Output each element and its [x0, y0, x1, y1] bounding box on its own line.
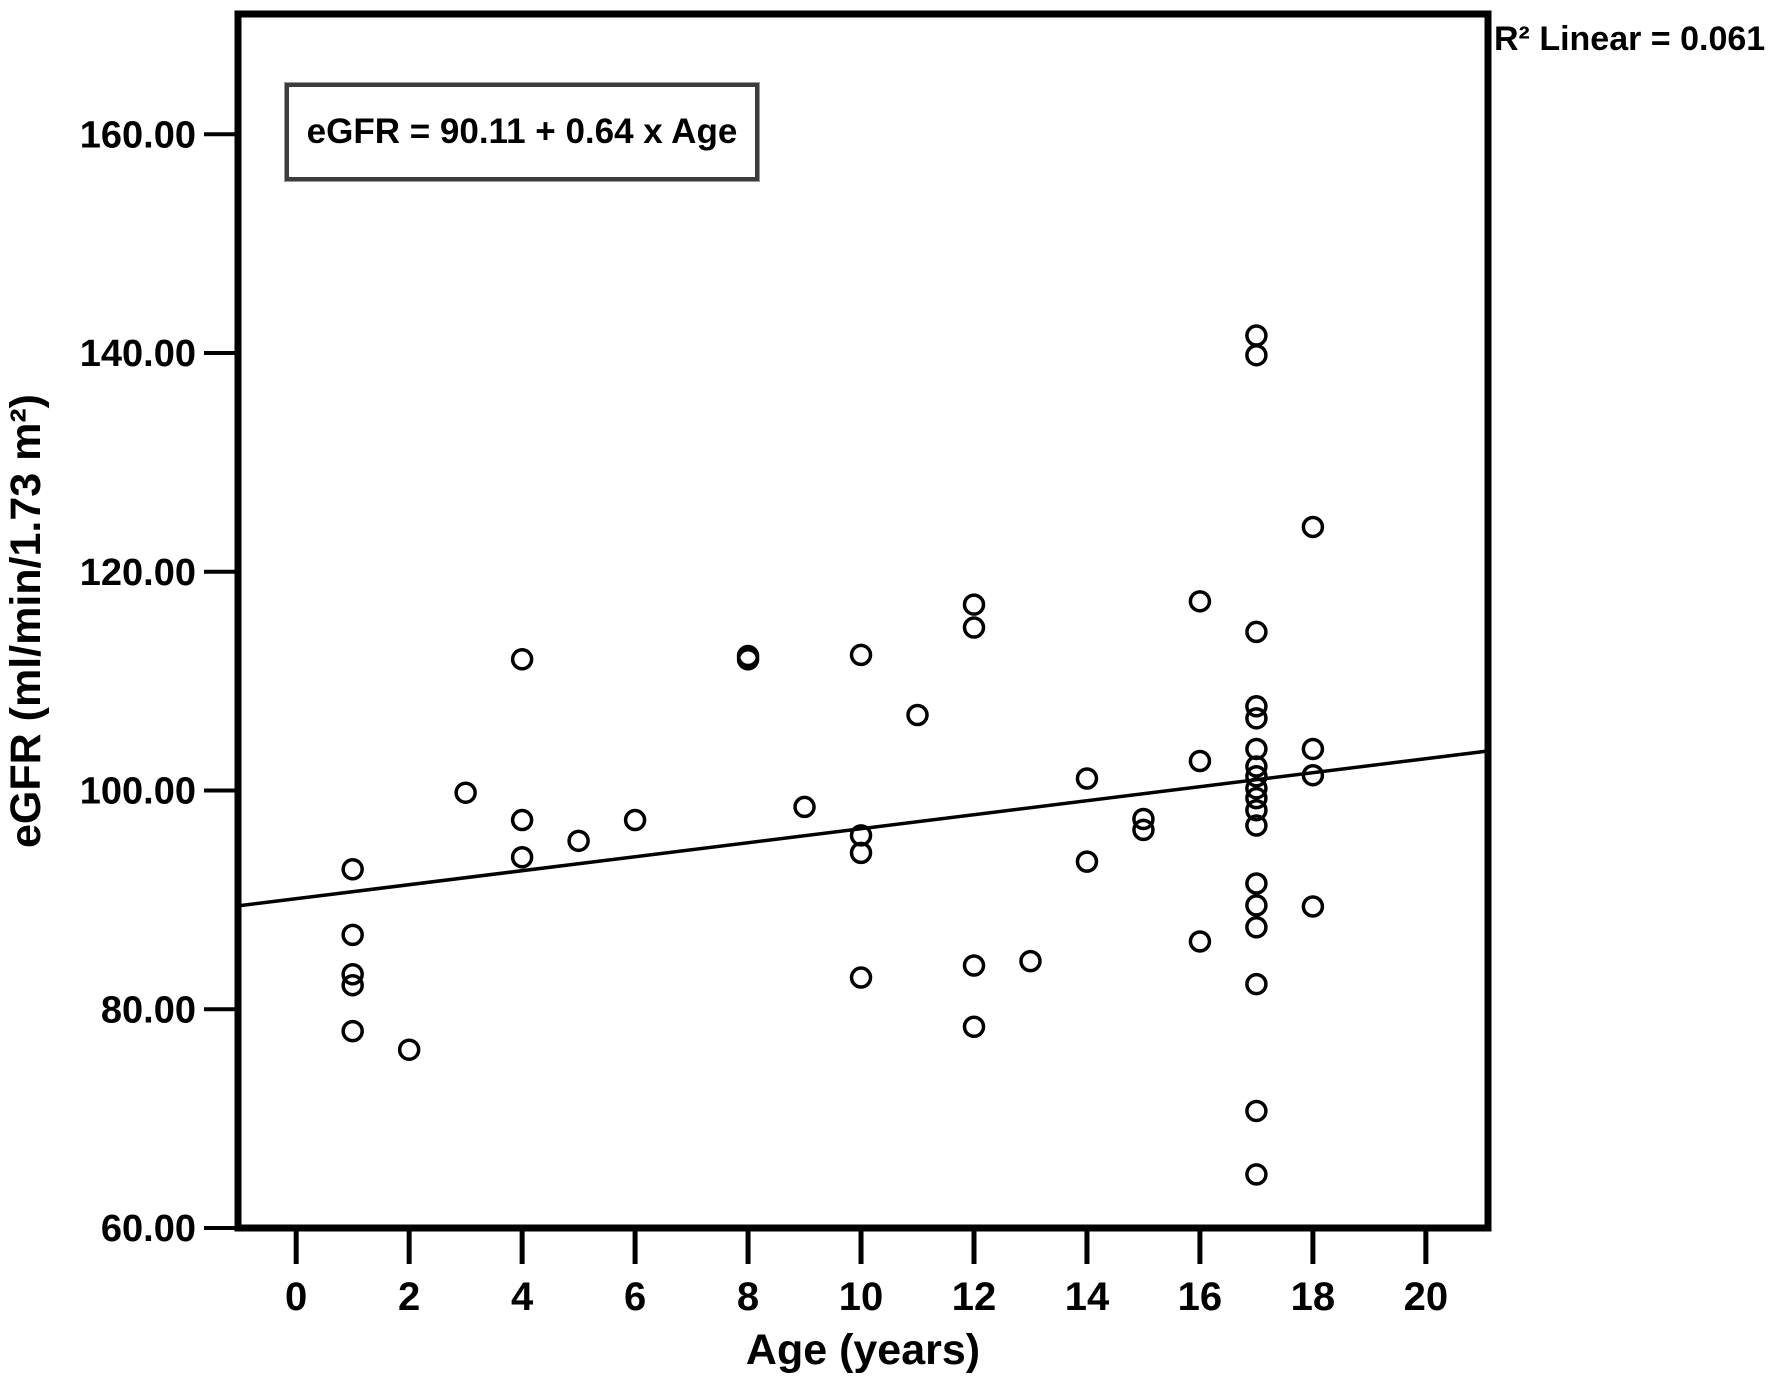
x-tick-label: 8 — [737, 1275, 759, 1319]
data-point — [906, 703, 929, 727]
data-point — [1301, 895, 1325, 918]
data-point — [1245, 894, 1268, 917]
y-tick-label: 120.00 — [80, 552, 196, 594]
data-point — [454, 781, 477, 804]
data-point — [1245, 1099, 1268, 1123]
data-point — [510, 808, 534, 832]
data-point — [510, 845, 534, 869]
r-squared-text: R² Linear = 0.061 — [1494, 20, 1766, 58]
y-tick-label: 140.00 — [80, 333, 196, 375]
x-tick-label: 0 — [285, 1275, 307, 1319]
data-point — [1301, 763, 1325, 787]
data-point — [341, 973, 364, 997]
x-tick-label: 4 — [511, 1275, 534, 1319]
data-point — [962, 593, 986, 616]
y-tick-label: 80.00 — [101, 989, 196, 1031]
x-tick-label: 18 — [1291, 1275, 1336, 1319]
data-point — [962, 616, 986, 639]
regression-line — [237, 749, 1489, 908]
x-tick-label: 10 — [839, 1275, 884, 1319]
r-squared-annotation: R² Linear = 0.061 — [1494, 20, 1772, 59]
data-point — [1188, 930, 1212, 953]
data-point — [341, 923, 364, 947]
data-point — [1245, 755, 1268, 778]
data-point — [849, 841, 873, 865]
data-point — [849, 966, 873, 989]
data-point — [736, 644, 760, 668]
data-point — [962, 1015, 986, 1039]
x-tick-label: 16 — [1178, 1275, 1223, 1319]
data-point — [1188, 749, 1212, 773]
data-point — [567, 829, 590, 853]
regression-equation-text: eGFR = 90.11 + 0.64 x Age — [306, 112, 738, 151]
x-axis-title: Age (years) — [746, 1326, 980, 1374]
data-point — [1245, 915, 1268, 939]
x-tick-label: 6 — [624, 1275, 646, 1319]
data-point — [1245, 765, 1268, 788]
data-point — [1245, 972, 1268, 996]
x-tick-label: 20 — [1404, 1275, 1449, 1319]
data-point — [1132, 818, 1155, 842]
y-tick-label: 160.00 — [80, 114, 196, 156]
data-point — [793, 795, 816, 819]
data-point — [1245, 872, 1268, 895]
data-point — [1245, 343, 1268, 367]
data-point — [1245, 695, 1268, 718]
data-point — [1301, 515, 1325, 539]
y-tick-label: 100.00 — [80, 771, 196, 813]
data-point — [341, 1019, 364, 1043]
data-point — [1245, 798, 1268, 822]
y-axis-title: eGFR (ml/min/1.73 m²) — [2, 394, 50, 848]
data-point — [397, 1038, 421, 1061]
data-point — [962, 954, 986, 977]
data-point — [1075, 850, 1099, 873]
data-point — [1019, 949, 1042, 973]
data-point — [1188, 590, 1212, 613]
data-point — [623, 808, 647, 832]
data-point — [1245, 707, 1268, 730]
data-point — [1301, 737, 1325, 761]
data-point — [341, 858, 364, 881]
data-point — [1245, 1163, 1268, 1186]
y-tick-label: 60.00 — [101, 1208, 196, 1250]
data-point — [1132, 807, 1155, 831]
data-point — [1245, 814, 1268, 837]
data-point — [1245, 777, 1268, 800]
x-tick-label: 14 — [1065, 1275, 1110, 1319]
data-point — [341, 963, 364, 986]
data-point — [1245, 324, 1268, 347]
plot-frame — [234, 10, 1492, 1232]
data-point — [849, 643, 873, 667]
x-tick-label: 12 — [952, 1275, 997, 1319]
data-point — [1245, 786, 1268, 810]
data-point — [1245, 620, 1268, 644]
data-point — [510, 648, 534, 671]
data-point — [1075, 767, 1099, 790]
x-tick-label: 2 — [398, 1275, 420, 1319]
regression-equation-box: eGFR = 90.11 + 0.64 x Age — [284, 82, 760, 182]
